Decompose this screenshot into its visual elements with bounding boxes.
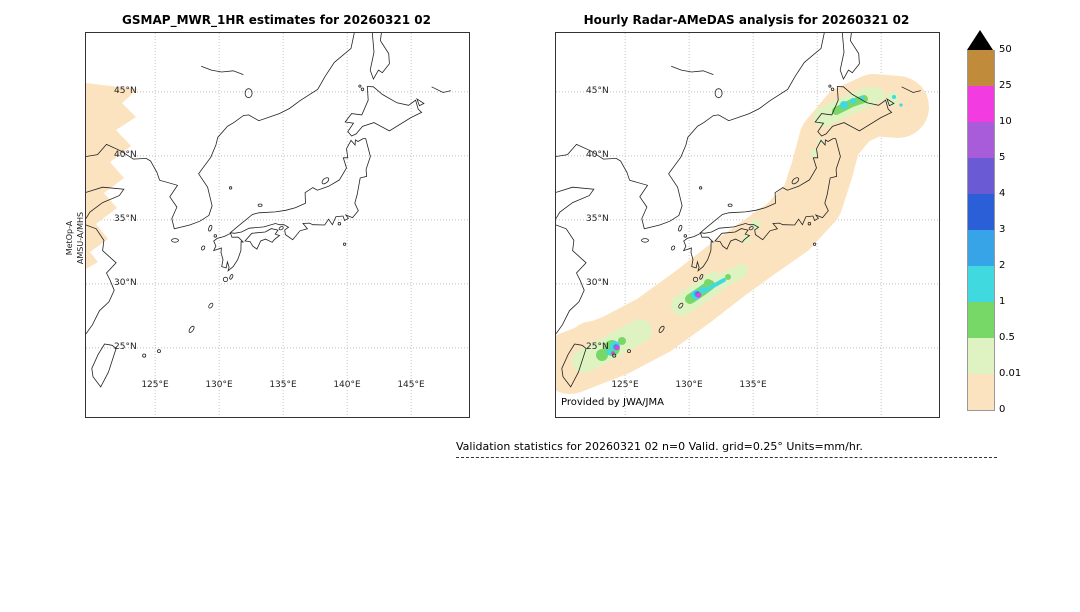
credit-label: Provided by JWA/JMA [561,397,664,408]
lon-tick-label: 145°E [397,380,425,390]
lat-tick-label: 30°N [114,278,137,288]
lon-tick-label: 135°E [739,380,767,390]
colorbar-segment [967,50,995,86]
colorbar-segment [967,122,995,158]
lat-tick-label: 45°N [586,86,609,96]
colorbar-tick-label: 0.5 [999,332,1015,343]
sensor-line-1: MetOp-A [65,220,74,256]
colorbar-tick-label: 1 [999,296,1006,307]
colorbar-tick-label: 0 [999,404,1006,415]
colorbar-segment [967,266,995,302]
colorbar-segment [967,194,995,230]
colorbar-tick-label: 0.01 [999,368,1022,379]
lon-tick-label: 130°E [205,380,233,390]
lon-tick-label: 125°E [611,380,639,390]
lat-tick-label: 35°N [114,214,137,224]
colorbar: 50 25 10 5 4 3 2 1 0.5 0.01 0 [967,30,1021,415]
radar-panel-title: Hourly Radar-AMeDAS analysis for 2026032… [583,13,910,27]
colorbar-tick-label: 50 [999,44,1012,55]
colorbar-tick-label: 4 [999,188,1006,199]
lat-tick-label: 25°N [114,342,137,352]
colorbar-segment [967,230,995,266]
lon-tick-label: 135°E [269,380,297,390]
colorbar-segment [967,374,995,411]
colorbar-tick-label: 10 [999,116,1012,127]
radar-map-svg [556,33,939,417]
lat-tick-label: 35°N [586,214,609,224]
colorbar-tick-label: 2 [999,260,1006,271]
lon-tick-label: 125°E [141,380,169,390]
radar-map: 45°N 40°N 35°N 30°N 25°N 125°E 130°E 135… [555,32,940,418]
lat-tick-label: 30°N [586,278,609,288]
lat-tick-label: 45°N [114,86,137,96]
gsmap-panel-title: GSMAP_MWR_1HR estimates for 20260321 02 [122,13,431,27]
colorbar-tick-label: 25 [999,80,1012,91]
colorbar-tick-label: 5 [999,152,1006,163]
colorbar-segment [967,86,995,122]
colorbar-segment [967,158,995,194]
lat-tick-label: 40°N [586,150,609,160]
lon-tick-label: 130°E [675,380,703,390]
colorbar-overflow-arrow-icon [967,30,993,50]
lat-tick-label: 40°N [114,150,137,160]
colorbar-segment [967,302,995,338]
gsmap-map: 45°N 40°N 35°N 30°N 25°N 125°E 130°E 135… [85,32,470,418]
lon-tick-label: 140°E [333,380,361,390]
lat-tick-label: 25°N [586,342,609,352]
colorbar-segment [967,338,995,374]
validation-footer-text: Validation statistics for 20260321 02 n=… [456,440,997,458]
gsmap-map-svg [86,33,469,417]
colorbar-tick-label: 3 [999,224,1006,235]
